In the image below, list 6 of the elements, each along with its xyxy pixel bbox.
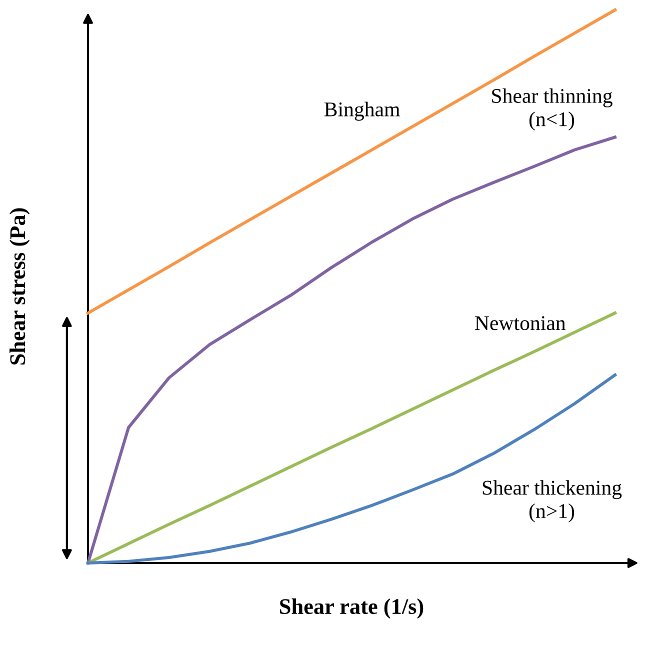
series-label: Shear thinning (n<1) (492, 88, 612, 131)
x-axis-title: Shear rate (1/s) (280, 598, 424, 619)
series-label: Bingham (324, 102, 400, 121)
series-label: Shear thickening (n>1) (482, 480, 622, 522)
series-label: Newtonian (475, 316, 566, 330)
y-axis-title: Shear stress (Pa) (10, 208, 30, 365)
